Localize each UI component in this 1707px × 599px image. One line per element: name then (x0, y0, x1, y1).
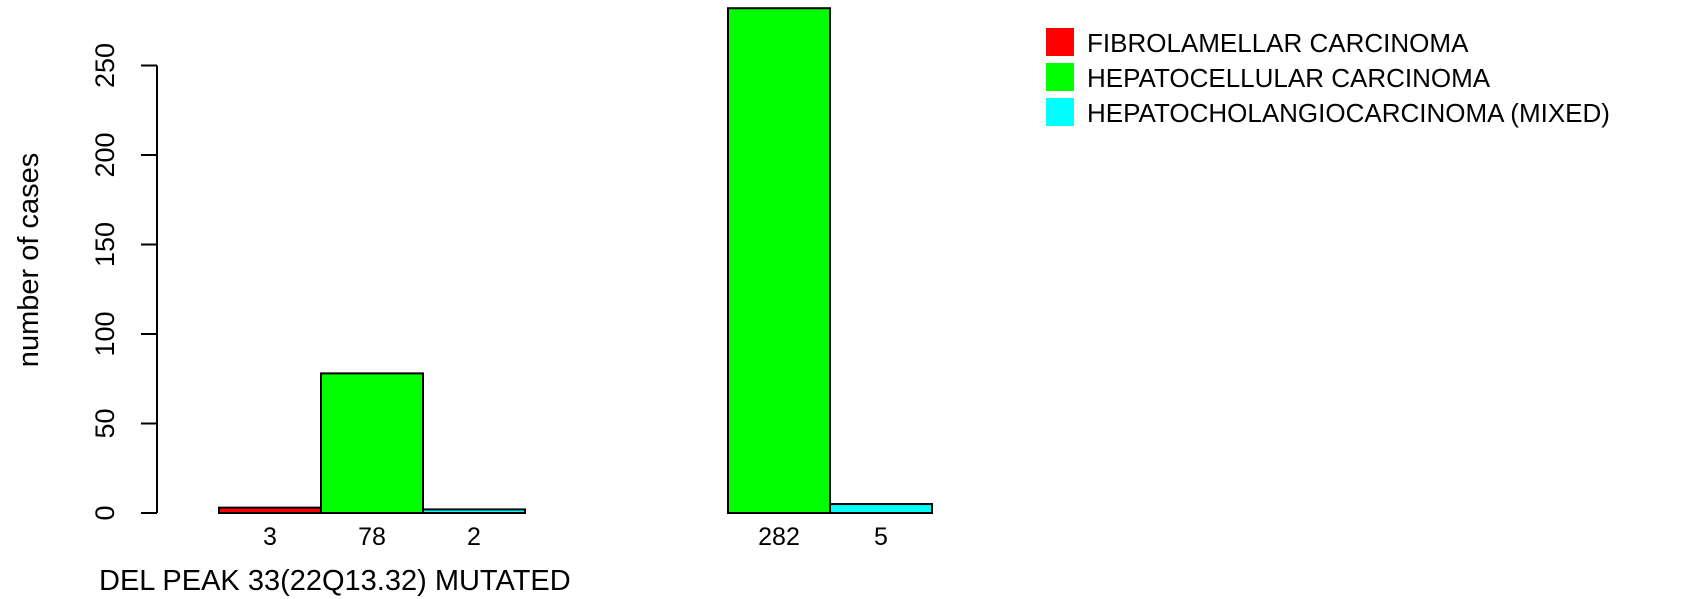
legend-swatch (1046, 28, 1074, 56)
bar (829, 503, 933, 514)
legend-swatch (1046, 63, 1074, 91)
bar (218, 506, 322, 515)
legend-swatch (1046, 98, 1074, 126)
y-tick-label: 0 (90, 505, 120, 520)
y-tick-label: 200 (90, 132, 120, 177)
y-axis-label: number of cases (13, 153, 45, 367)
bar (727, 7, 831, 514)
y-tick-label: 50 (90, 408, 120, 438)
y-tick-label: 100 (90, 311, 120, 356)
bar-value-label: 5 (874, 523, 888, 551)
bar (422, 508, 526, 515)
bar-value-label: 282 (758, 523, 800, 551)
x-axis-label: DEL PEAK 33(22Q13.32) MUTATED (99, 565, 571, 597)
bar-value-labels: 3 78 282 2 5 (263, 523, 888, 551)
bars (218, 7, 933, 515)
bar-value-label: 2 (467, 523, 481, 551)
legend-label: HEPATOCELLULAR CARCINOMA (1087, 63, 1491, 93)
y-tick-label: 150 (90, 222, 120, 267)
bar-value-label: 78 (358, 523, 386, 551)
y-tick-label: 250 (90, 43, 120, 88)
bar (320, 372, 424, 514)
bar-value-label: 3 (263, 523, 277, 551)
legend-label: HEPATOCHOLANGIOCARCINOMA (MIXED) (1087, 98, 1610, 128)
y-axis: 0 50 100 150 200 250 (90, 43, 158, 521)
legend: FIBROLAMELLAR CARCINOMA HEPATOCELLULAR CA… (1046, 28, 1610, 128)
legend-label: FIBROLAMELLAR CARCINOMA (1087, 28, 1469, 58)
